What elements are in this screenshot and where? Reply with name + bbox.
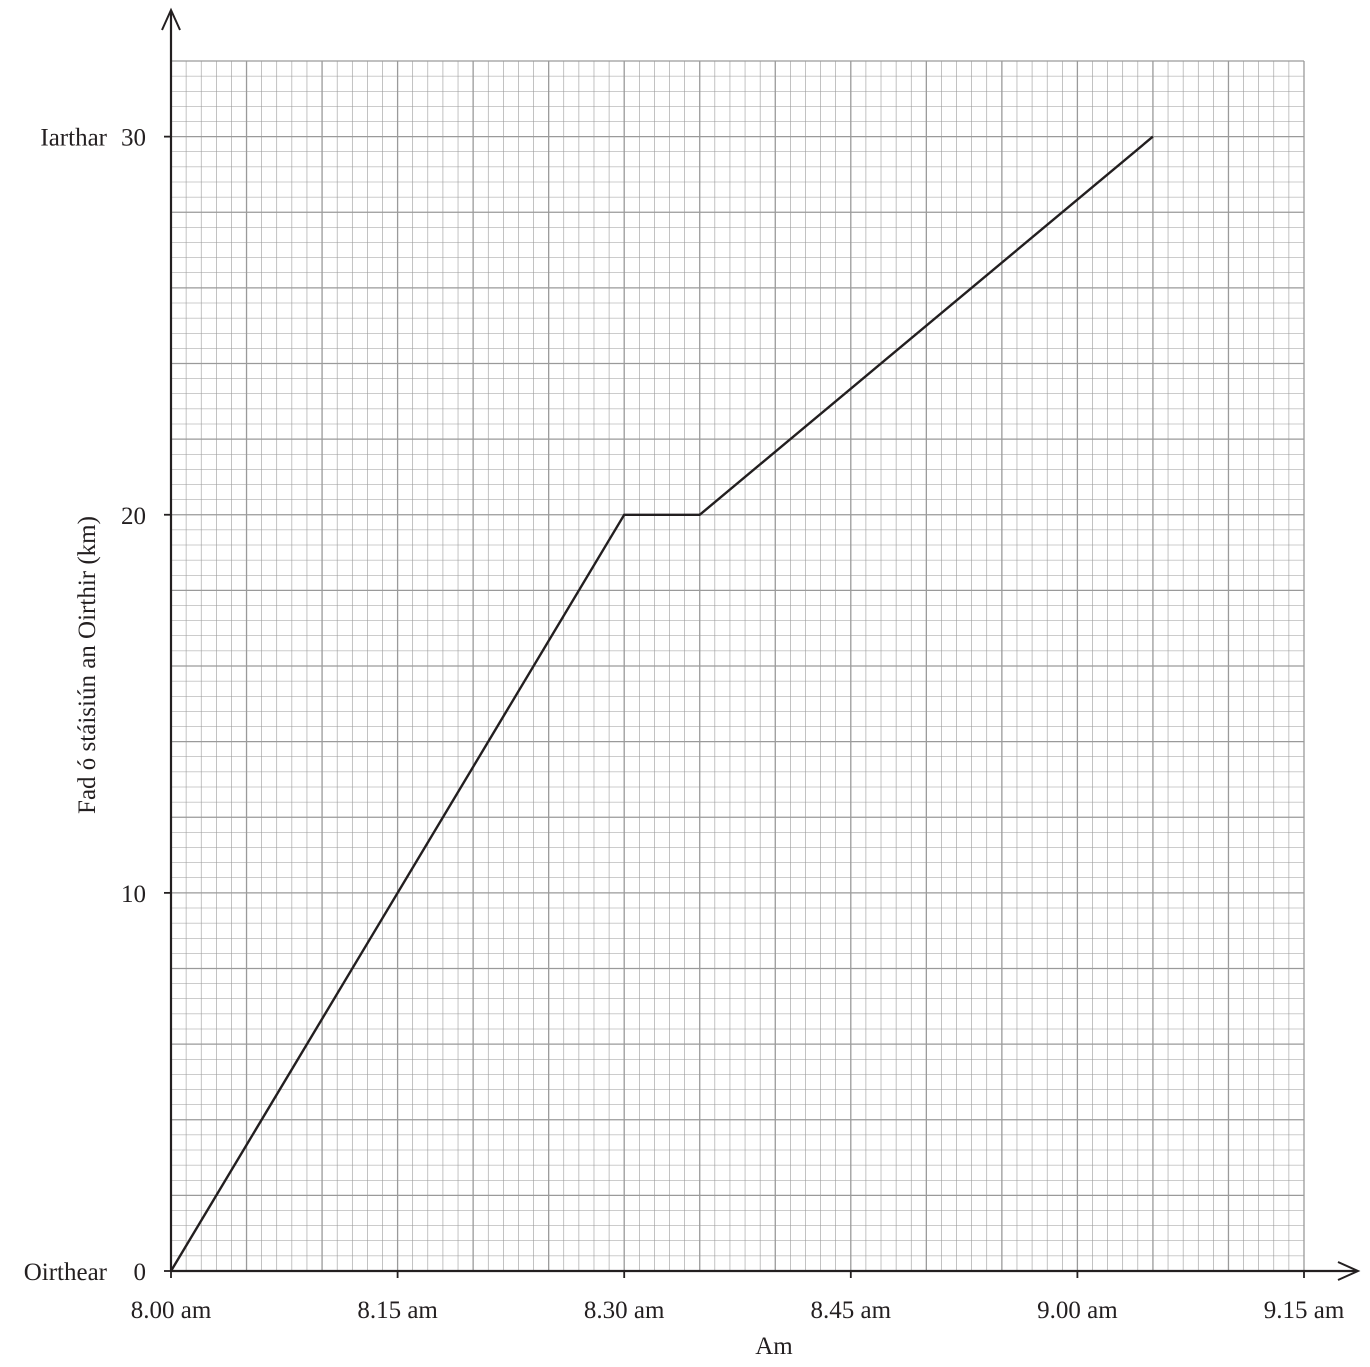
y-side-label: Oirthear [24,1259,108,1286]
y-tick-label: 20 [121,503,146,530]
y-tick-label: 0 [134,1259,147,1286]
x-tick-label: 9.15 am [1264,1297,1345,1324]
x-tick-label: 8.45 am [811,1297,892,1324]
x-tick-label: 9.00 am [1037,1297,1118,1324]
grid [170,60,1305,1272]
axes [161,7,1361,1281]
x-tick-label: 8.15 am [357,1297,438,1324]
x-axis-arrow [1337,1261,1361,1281]
x-tick-label: 8.30 am [584,1297,665,1324]
y-axis-title: Fad ó stáisiún an Oirthir (km) [74,516,101,814]
x-axis-title: Am [755,1333,793,1360]
series [169,135,1154,1272]
y-side-label: Iarthar [40,125,107,152]
x-tick-label: 8.00 am [131,1297,212,1324]
labels: 8.00 am 8.15 am 8.30 am 8.45 am 9.00 am 9.15 … [24,125,1345,1324]
series-line [169,135,1154,1272]
y-tick-label: 10 [121,881,146,908]
y-tick-label: 30 [121,125,146,152]
y-axis-arrow [161,7,181,31]
